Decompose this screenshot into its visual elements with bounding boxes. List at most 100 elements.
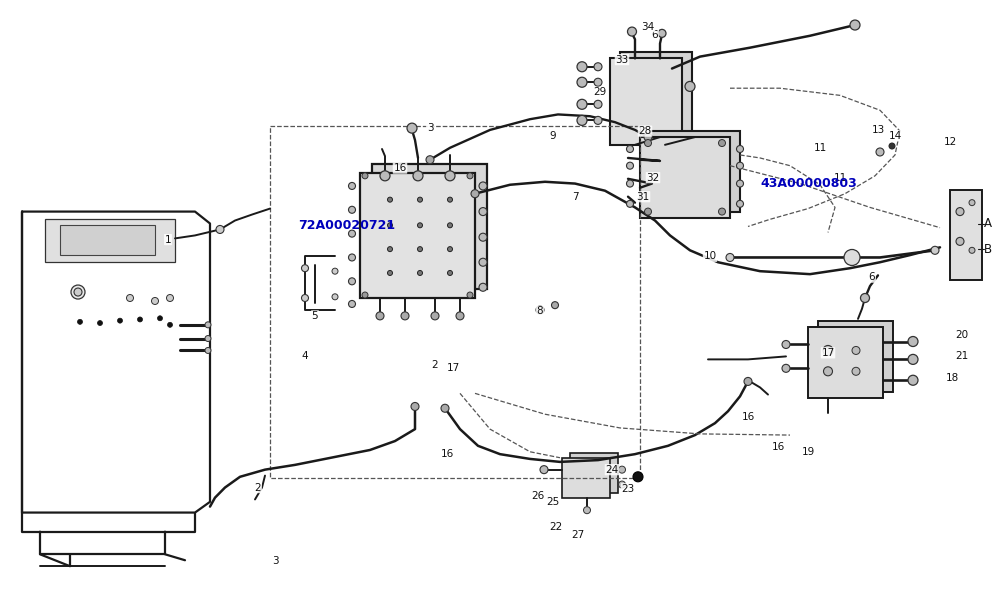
Circle shape xyxy=(447,223,452,228)
Text: 6: 6 xyxy=(652,30,658,39)
Text: 8: 8 xyxy=(537,306,543,316)
Circle shape xyxy=(969,200,975,206)
Circle shape xyxy=(782,364,790,372)
Circle shape xyxy=(644,139,652,147)
Text: 13: 13 xyxy=(871,125,885,135)
Circle shape xyxy=(407,123,417,133)
Circle shape xyxy=(479,207,487,216)
Circle shape xyxy=(349,206,356,213)
Circle shape xyxy=(78,319,82,324)
Circle shape xyxy=(736,145,744,153)
Text: 16: 16 xyxy=(393,163,407,173)
Text: 3: 3 xyxy=(272,557,278,566)
Circle shape xyxy=(418,271,422,275)
Circle shape xyxy=(782,340,790,349)
Bar xyxy=(620,52,692,139)
Text: 31: 31 xyxy=(636,192,650,201)
Circle shape xyxy=(447,271,452,275)
Text: 1: 1 xyxy=(165,235,171,244)
Circle shape xyxy=(411,402,419,411)
Circle shape xyxy=(71,285,85,299)
Circle shape xyxy=(824,367,833,376)
Text: A: A xyxy=(984,217,992,230)
Text: 20: 20 xyxy=(955,330,969,340)
Circle shape xyxy=(552,302,558,309)
Text: 17: 17 xyxy=(446,364,460,373)
Circle shape xyxy=(376,312,384,320)
Text: 16: 16 xyxy=(741,412,755,422)
Circle shape xyxy=(633,472,643,482)
Circle shape xyxy=(98,321,103,325)
Circle shape xyxy=(584,507,591,514)
Circle shape xyxy=(726,253,734,262)
Circle shape xyxy=(349,254,356,261)
Circle shape xyxy=(388,197,392,202)
Bar xyxy=(610,58,682,145)
Circle shape xyxy=(744,377,752,386)
Circle shape xyxy=(594,100,602,108)
Text: 43A00000803: 43A00000803 xyxy=(760,177,857,190)
Circle shape xyxy=(388,271,392,275)
Circle shape xyxy=(626,180,634,187)
Circle shape xyxy=(418,223,422,228)
Circle shape xyxy=(205,336,211,342)
Bar xyxy=(570,453,618,493)
Circle shape xyxy=(718,139,726,147)
Circle shape xyxy=(823,346,833,355)
Circle shape xyxy=(536,306,544,314)
Text: 16: 16 xyxy=(771,442,785,452)
Text: 2: 2 xyxy=(432,360,438,370)
Circle shape xyxy=(685,82,695,91)
Text: 1: 1 xyxy=(165,235,171,244)
Circle shape xyxy=(431,312,439,320)
Text: 23: 23 xyxy=(621,484,635,493)
Bar xyxy=(818,321,893,392)
Circle shape xyxy=(388,223,392,228)
Circle shape xyxy=(441,404,449,412)
Text: 11: 11 xyxy=(813,143,827,153)
Text: 10: 10 xyxy=(703,252,717,261)
Bar xyxy=(45,219,175,262)
Circle shape xyxy=(619,466,626,473)
Circle shape xyxy=(445,171,455,181)
Circle shape xyxy=(205,322,211,328)
Bar xyxy=(650,131,740,212)
Text: 25: 25 xyxy=(546,497,560,507)
Text: 21: 21 xyxy=(955,352,969,361)
Text: 12: 12 xyxy=(943,137,957,147)
Text: 28: 28 xyxy=(638,126,652,136)
Circle shape xyxy=(969,247,975,253)
Circle shape xyxy=(418,247,422,252)
Circle shape xyxy=(349,182,356,190)
Text: 16: 16 xyxy=(440,449,454,459)
Text: 29: 29 xyxy=(593,88,607,97)
Circle shape xyxy=(152,297,158,305)
Circle shape xyxy=(876,148,884,156)
Circle shape xyxy=(908,375,918,385)
Circle shape xyxy=(168,322,173,327)
Circle shape xyxy=(467,173,473,179)
Circle shape xyxy=(362,292,368,298)
Text: 5: 5 xyxy=(312,311,318,321)
Circle shape xyxy=(850,20,860,30)
Circle shape xyxy=(577,77,587,87)
Circle shape xyxy=(302,265,308,272)
Text: 9: 9 xyxy=(550,131,556,141)
Bar xyxy=(640,137,730,218)
Circle shape xyxy=(736,200,744,207)
Text: 32: 32 xyxy=(646,173,660,182)
Circle shape xyxy=(413,171,423,181)
Text: 2: 2 xyxy=(255,483,261,492)
Circle shape xyxy=(332,294,338,300)
Circle shape xyxy=(860,293,870,303)
Circle shape xyxy=(418,197,422,202)
Circle shape xyxy=(302,294,308,302)
Circle shape xyxy=(577,62,587,72)
Text: B: B xyxy=(984,243,992,256)
Text: 26: 26 xyxy=(531,491,545,501)
Circle shape xyxy=(852,367,860,375)
Circle shape xyxy=(594,63,602,71)
Circle shape xyxy=(736,162,744,169)
Circle shape xyxy=(718,208,726,215)
Bar xyxy=(372,164,487,289)
